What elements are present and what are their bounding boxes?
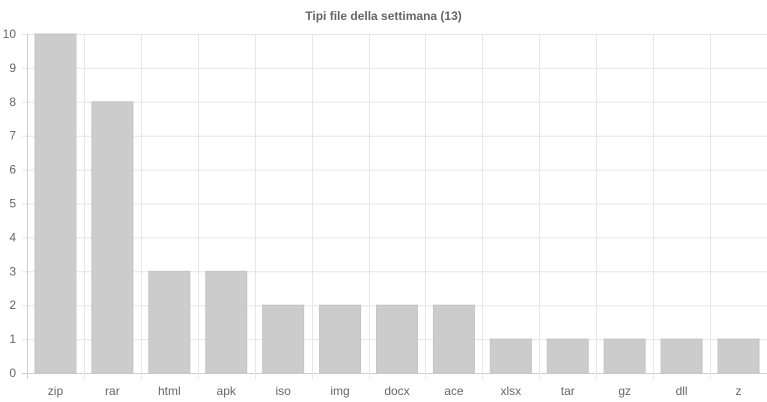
x-tick-label: tar — [561, 384, 575, 398]
bar — [34, 33, 77, 374]
y-tick-label: 5 — [9, 197, 16, 211]
bar — [148, 270, 191, 374]
bar — [660, 338, 703, 374]
y-tick-label: 9 — [9, 61, 16, 75]
bar — [205, 270, 248, 374]
x-tick-label: img — [330, 384, 349, 398]
bar — [546, 338, 589, 374]
x-tick-label: html — [158, 384, 181, 398]
x-tick-label: gz — [618, 384, 631, 398]
bar — [432, 304, 475, 374]
x-tick-label: rar — [105, 384, 120, 398]
y-tick-label: 10 — [3, 27, 17, 41]
x-tick-label: xlsx — [501, 384, 522, 398]
x-tick-label: zip — [48, 384, 64, 398]
y-tick-label: 3 — [9, 264, 16, 278]
x-tick-label: apk — [217, 384, 237, 398]
bar — [91, 101, 134, 374]
x-tick-label: dll — [676, 384, 688, 398]
y-tick-label: 6 — [9, 163, 16, 177]
y-tick-label: 8 — [9, 95, 16, 109]
y-tick-label: 1 — [9, 332, 16, 346]
bar — [717, 338, 760, 374]
x-tick-label: z — [736, 384, 742, 398]
y-tick-label: 4 — [9, 230, 16, 244]
y-tick-label: 0 — [9, 366, 16, 380]
y-tick-label: 2 — [9, 298, 16, 312]
x-tick-label: ace — [444, 384, 464, 398]
x-tick-label: iso — [275, 384, 291, 398]
bar — [603, 338, 646, 374]
x-tick-label: docx — [384, 384, 409, 398]
y-tick-label: 7 — [9, 129, 16, 143]
chart-title: Tipi file della settimana (13) — [305, 9, 462, 23]
bar — [376, 304, 418, 374]
bar — [319, 304, 362, 374]
bar — [489, 338, 532, 374]
bar — [262, 304, 305, 374]
